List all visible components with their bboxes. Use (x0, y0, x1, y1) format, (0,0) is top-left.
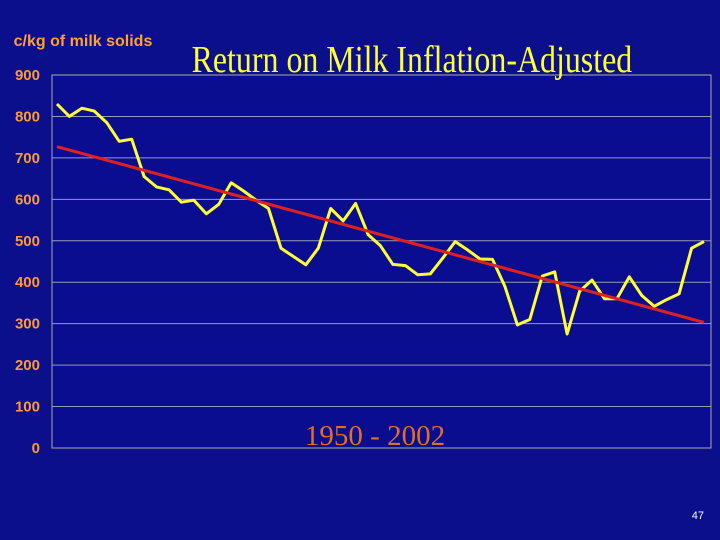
y-tick-label: 300 (15, 316, 40, 333)
y-axis-ticks: 0 100 200 300 400 500 600 700 800 900 (15, 67, 40, 457)
y-tick-label: 400 (15, 274, 40, 291)
plot-area (51, 74, 712, 449)
y-axis-label: c/kg of milk solids (13, 33, 153, 50)
y-tick-label: 900 (15, 67, 40, 84)
series-line-return (55, 102, 705, 336)
trend-line (56, 145, 705, 324)
y-tick-label: 0 (32, 440, 40, 457)
chart-title: Return on Milk Inflation-Adjusted (191, 39, 633, 81)
y-tick-label: 200 (15, 357, 40, 374)
y-tick-label: 500 (15, 233, 40, 250)
period-annotation: 1950 - 2002 (304, 420, 446, 452)
y-tick-label: 800 (15, 108, 40, 125)
y-tick-label: 600 (15, 191, 40, 208)
slide-number: 47 (691, 510, 704, 522)
y-tick-label: 700 (15, 150, 40, 167)
series-lines (55, 102, 705, 336)
y-tick-label: 100 (15, 399, 40, 416)
grid (52, 115, 711, 408)
